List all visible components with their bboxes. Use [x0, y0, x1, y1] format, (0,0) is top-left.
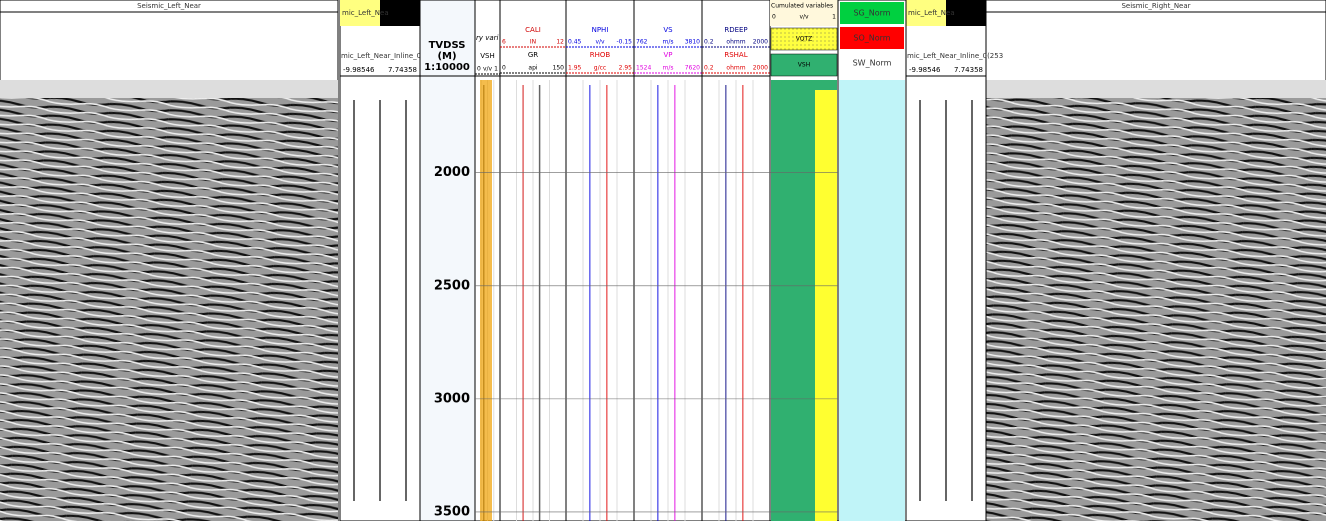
scale-min: 1524 — [636, 65, 651, 72]
fill-key — [770, 27, 838, 51]
track-swatch — [906, 0, 946, 26]
track-swatch — [380, 0, 420, 26]
scale-max: 3810 — [685, 39, 700, 46]
curve-name: NPHI — [592, 26, 609, 34]
curve-box — [840, 52, 904, 74]
track-swatch — [340, 0, 380, 26]
header-box — [770, 0, 838, 26]
curve-name: RSHAL — [724, 51, 747, 59]
fill-name: VSH — [798, 62, 810, 69]
scale-unit: api — [528, 65, 537, 72]
scale-unit: m/s — [663, 65, 674, 72]
scale-max: 2000 — [753, 39, 768, 46]
scale-min: 0 — [772, 14, 776, 21]
curve-name: RDEEP — [724, 26, 747, 34]
scale-min: 1.95 — [568, 65, 582, 72]
curve-name: RHOB — [590, 51, 611, 59]
track-name: mic_Left_Nea — [908, 9, 955, 17]
scale-max: 1 — [832, 14, 836, 21]
scale-max: 12 — [556, 39, 564, 46]
depth-unit: (M) — [437, 51, 456, 62]
curve-name: SW_Norm — [853, 59, 892, 68]
scale-max: 150 — [553, 65, 565, 72]
scale-min: 0.2 — [704, 39, 714, 46]
curve-name: SO_Norm — [853, 34, 890, 43]
scale-min: 0 — [502, 65, 506, 72]
scale-min: 0.2 — [704, 65, 714, 72]
track-title: Cumulated variables — [771, 3, 833, 10]
curve-name: SG_Norm — [853, 9, 890, 18]
scale-unit: ohmm — [726, 65, 745, 72]
scale-max: 2000 — [753, 65, 768, 72]
curve-name: CALI — [525, 26, 541, 34]
depth-title: TVDSS — [429, 40, 466, 51]
depth-tick-label: 2500 — [434, 278, 470, 293]
fill-name: VQTZ — [796, 36, 813, 43]
depth-tick-label: 3000 — [434, 391, 470, 406]
inline-name: mic_Left_Near_Inline_0(253 — [341, 52, 437, 60]
depth-track — [419, 0, 476, 521]
scale-unit: v/v — [595, 39, 605, 46]
seismic-image — [0, 98, 338, 521]
scale-min: 6 — [502, 39, 506, 46]
scale-unit: IN — [530, 39, 536, 46]
curve-name: GR — [528, 51, 538, 59]
scale-max: -0.15 — [616, 39, 632, 46]
scale-unit: g/cc — [594, 65, 606, 72]
scale-max: 7.74358 — [388, 66, 417, 74]
scale-max: 2.95 — [619, 65, 633, 72]
track-swatch — [946, 0, 986, 26]
curve-name: VP — [663, 51, 672, 59]
vsh-fill — [480, 80, 492, 521]
track-title: ry vari — [476, 34, 499, 42]
seismic-top — [986, 80, 1326, 98]
inline-name: mic_Left_Near_Inline_0(253 — [907, 52, 1003, 60]
depth-tick-label: 3500 — [434, 504, 470, 519]
scale-min: 0.45 — [568, 39, 582, 46]
sw-body — [839, 80, 905, 521]
panel-title: Seismic_Left_Near — [137, 2, 201, 10]
vqtz-body — [815, 90, 837, 521]
depth-tick-label: 2000 — [434, 165, 470, 180]
scale-min: 762 — [636, 39, 648, 46]
scale-max: 7.74358 — [954, 66, 983, 74]
scale-min: 0 — [477, 66, 481, 73]
curve-name: VSH — [480, 52, 495, 60]
scale-max: 1 — [494, 66, 498, 73]
seismic-image — [986, 98, 1326, 521]
fill-key — [770, 53, 838, 77]
depth-scale: 1:10000 — [424, 62, 470, 73]
scale-unit: ohmm — [726, 39, 745, 46]
scale-unit: v/v — [483, 66, 493, 73]
scale-min: -9.98546 — [343, 66, 375, 74]
seismic-top — [0, 80, 338, 98]
curve-box — [840, 2, 904, 24]
curve-name: VS — [663, 26, 673, 34]
scale-min: -9.98546 — [909, 66, 941, 74]
track-name: mic_Left_Nea — [342, 9, 389, 17]
scale-max: 7620 — [685, 65, 700, 72]
scale-unit: m/s — [663, 39, 674, 46]
curve-box — [840, 27, 904, 49]
scale-unit: v/v — [799, 14, 809, 21]
panel-title: Seismic_Right_Near — [1121, 2, 1190, 10]
